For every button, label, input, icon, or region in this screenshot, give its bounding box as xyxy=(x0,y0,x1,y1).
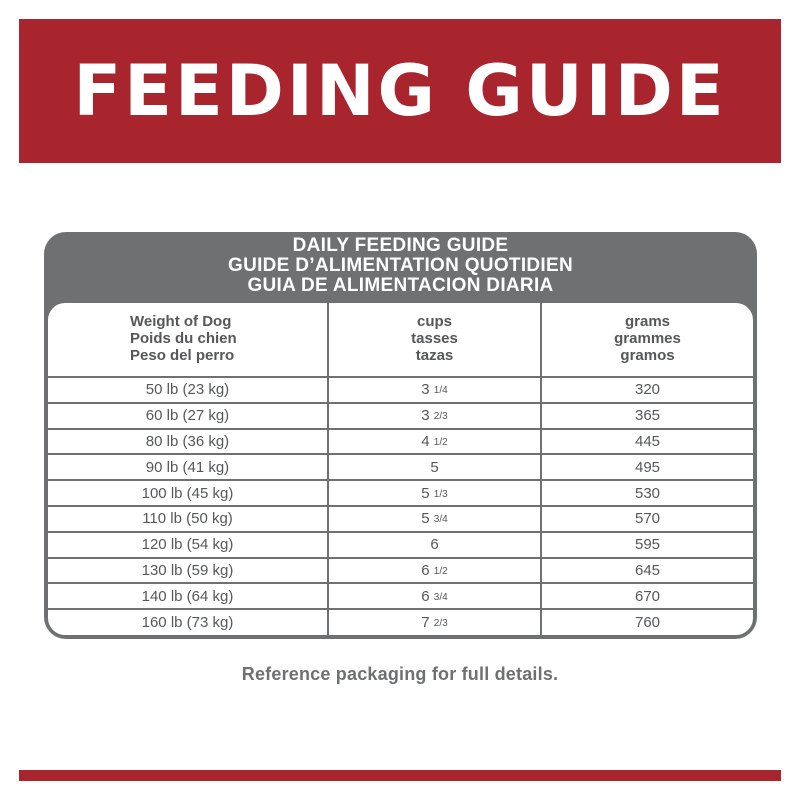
cups-fraction: 1/3 xyxy=(433,488,448,500)
table-row: 90 lb (41 kg) 5 495 xyxy=(48,454,753,482)
feeding-table: Weight of Dog Poids du chien Peso del pe… xyxy=(48,303,753,635)
cups-cell: 5 xyxy=(328,454,542,482)
guide-title: DAILY FEEDING GUIDE GUIDE D’ALIMENTATION… xyxy=(44,236,757,296)
cups-whole: 6 xyxy=(421,561,430,579)
bottom-bar xyxy=(19,770,781,781)
weight-cell: 140 lb (64 kg) xyxy=(48,583,329,611)
cups-whole: 5 xyxy=(421,484,430,502)
guide-title-es: GUIA DE ALIMENTACION DIARIA xyxy=(247,275,554,296)
grams-cell: 365 xyxy=(541,402,753,430)
table-body: 50 lb (23 kg) 3 1/4 320 60 lb (27 kg) 3 2/3 3… xyxy=(48,377,753,635)
cups-cell: 6 xyxy=(328,531,542,559)
table-row: 100 lb (45 kg) 5 1/3 530 xyxy=(48,480,753,507)
cups-whole: 3 xyxy=(421,407,430,425)
grams-cell: 320 xyxy=(541,377,753,404)
guide-title-fr: GUIDE D’ALIMENTATION QUOTIDIEN xyxy=(227,255,573,276)
grams-cell: 570 xyxy=(541,505,753,533)
grams-cell: 595 xyxy=(541,531,753,559)
cups-cell: 5 1/3 xyxy=(328,480,542,507)
cups-whole: 7 xyxy=(421,614,430,632)
weight-cell: 100 lb (45 kg) xyxy=(48,480,329,507)
weight-cell: 60 lb (27 kg) xyxy=(48,402,329,430)
weight-cell: 90 lb (41 kg) xyxy=(48,454,329,482)
weight-cell: 160 lb (73 kg) xyxy=(48,609,329,635)
weight-cell: 50 lb (23 kg) xyxy=(48,377,329,404)
cups-fraction: 3/4 xyxy=(433,514,448,526)
feeding-guide-card: DAILY FEEDING GUIDE GUIDE D’ALIMENTATION… xyxy=(44,232,757,639)
column-header-weight: Weight of Dog Poids du chien Peso del pe… xyxy=(48,303,329,378)
weight-cell: 120 lb (54 kg) xyxy=(48,531,329,559)
cups-cell: 3 2/3 xyxy=(328,402,542,430)
guide-title-en: DAILY FEEDING GUIDE xyxy=(292,235,509,256)
grams-cell: 445 xyxy=(541,428,753,456)
table-row: 160 lb (73 kg) 7 2/3 760 xyxy=(48,609,753,635)
cups-fraction: 2/3 xyxy=(433,411,448,423)
column-header-cups: cups tasses tazas xyxy=(328,303,542,378)
table-header-row: Weight of Dog Poids du chien Peso del pe… xyxy=(48,303,753,378)
cups-whole: 5 xyxy=(421,510,430,528)
cups-cell: 7 2/3 xyxy=(328,609,542,635)
cups-fraction: 1/2 xyxy=(433,565,448,577)
cups-cell: 3 1/4 xyxy=(328,377,542,404)
page-title: FEEDING GUIDE xyxy=(73,50,727,132)
header-banner: FEEDING GUIDE xyxy=(19,19,781,163)
cups-whole: 6 xyxy=(430,536,439,554)
weight-cell: 80 lb (36 kg) xyxy=(48,428,329,456)
cups-whole: 4 xyxy=(421,432,430,450)
weight-cell: 110 lb (50 kg) xyxy=(48,505,329,533)
cups-cell: 6 3/4 xyxy=(328,583,542,611)
table-row: 110 lb (50 kg) 5 3/4 570 xyxy=(48,505,753,533)
table-row: 130 lb (59 kg) 6 1/2 645 xyxy=(48,557,753,585)
cups-fraction: 1/4 xyxy=(433,385,448,397)
cups-fraction: 2/3 xyxy=(433,618,448,630)
weight-cell: 130 lb (59 kg) xyxy=(48,557,329,585)
cups-fraction: 1/2 xyxy=(433,436,448,448)
cups-cell: 4 1/2 xyxy=(328,428,542,456)
cups-cell: 5 3/4 xyxy=(328,505,542,533)
reference-note: Reference packaging for full details. xyxy=(241,664,559,684)
cups-fraction: 3/4 xyxy=(433,591,448,603)
grams-cell: 645 xyxy=(541,557,753,585)
column-header-grams: grams grammes gramos xyxy=(541,303,753,378)
grams-cell: 760 xyxy=(634,614,661,632)
cups-whole: 3 xyxy=(421,381,430,399)
table-row: 140 lb (64 kg) 6 3/4 670 xyxy=(48,583,753,611)
table-row: 120 lb (54 kg) 6 595 xyxy=(48,531,753,559)
grams-cell: 530 xyxy=(541,480,753,507)
table-row: 50 lb (23 kg) 3 1/4 320 xyxy=(48,377,753,404)
table-row: 60 lb (27 kg) 3 2/3 365 xyxy=(48,402,753,430)
grams-cell: 495 xyxy=(541,454,753,482)
cups-whole: 5 xyxy=(430,458,439,476)
cups-cell: 6 1/2 xyxy=(328,557,542,585)
table-row: 80 lb (36 kg) 4 1/2 445 xyxy=(48,428,753,456)
feeding-table-wrapper: Weight of Dog Poids du chien Peso del pe… xyxy=(48,303,753,635)
grams-cell: 670 xyxy=(541,583,753,611)
cups-whole: 6 xyxy=(421,587,430,605)
